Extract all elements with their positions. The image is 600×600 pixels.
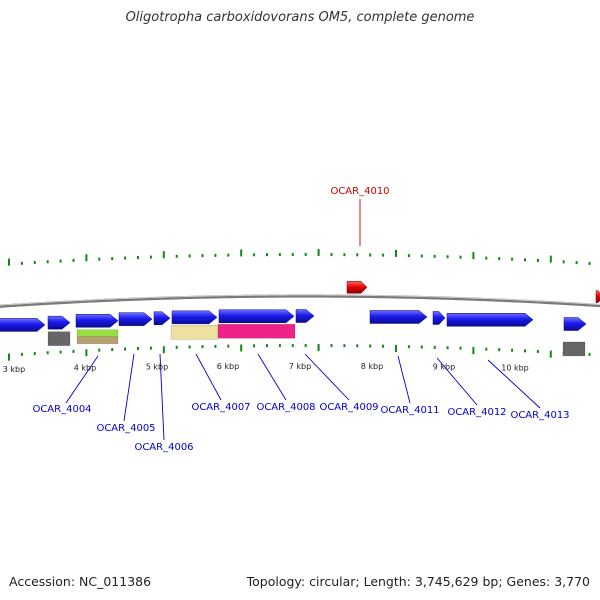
gene-label-leader bbox=[397, 355, 411, 404]
gene-label-leader bbox=[257, 353, 287, 401]
scale-label: 5 kbp bbox=[146, 363, 168, 372]
gene-arrow[interactable] bbox=[75, 314, 119, 328]
gene-label[interactable]: OCAR_4009 bbox=[319, 402, 378, 413]
scale-ticks-top bbox=[8, 249, 591, 266]
feature-block[interactable] bbox=[562, 341, 586, 357]
gene-arrow[interactable] bbox=[0, 318, 46, 332]
gene-label-leader bbox=[159, 353, 165, 441]
backbone-line bbox=[0, 294, 600, 308]
gene-arrow[interactable] bbox=[118, 312, 153, 326]
scale-label: 6 kbp bbox=[217, 362, 239, 371]
gene-arrow-reverse[interactable] bbox=[346, 281, 368, 294]
scale-label: 3 kbp bbox=[3, 365, 25, 374]
scale-labels: 3 kbp 4 kbp 5 kbp 6 kbp 7 kbp 8 kbp 9 kbp 10 kb… bbox=[3, 362, 529, 374]
feature-block[interactable] bbox=[76, 336, 119, 344]
scale-label: 7 kbp bbox=[289, 362, 311, 371]
gene-arrow[interactable] bbox=[47, 315, 71, 330]
feature-block[interactable] bbox=[47, 331, 71, 346]
genome-summary-text: Topology: circular; Length: 3,745,629 bp… bbox=[246, 574, 590, 589]
feature-track[interactable] bbox=[47, 324, 586, 357]
gene-track[interactable] bbox=[0, 281, 600, 332]
feature-block[interactable] bbox=[170, 325, 219, 340]
gene-label[interactable]: OCAR_4010 bbox=[330, 186, 389, 197]
scale-ticks-bottom bbox=[8, 344, 591, 361]
genome-title: Oligotropha carboxidovorans OM5, complet… bbox=[125, 10, 475, 25]
gene-arrow[interactable] bbox=[218, 309, 295, 324]
gene-label-leader bbox=[436, 357, 478, 406]
genome-backbone bbox=[0, 294, 600, 308]
gene-label[interactable]: OCAR_4013 bbox=[510, 410, 569, 421]
gene-label[interactable]: OCAR_4004 bbox=[32, 404, 91, 415]
gene-label-leader bbox=[304, 353, 350, 401]
gene-arrow[interactable] bbox=[153, 311, 171, 325]
gene-label[interactable]: OCAR_4012 bbox=[447, 407, 506, 418]
gene-label[interactable]: OCAR_4008 bbox=[256, 402, 315, 413]
scale-label: 8 kbp bbox=[361, 362, 383, 371]
gene-labels[interactable]: OCAR_4004 OCAR_4005 OCAR_4006 OCAR_4007 OCAR… bbox=[32, 186, 569, 453]
gene-arrow[interactable] bbox=[295, 309, 315, 323]
gene-arrow[interactable] bbox=[446, 313, 534, 327]
gene-label[interactable]: OCAR_4006 bbox=[134, 442, 193, 453]
gene-arrow[interactable] bbox=[563, 317, 587, 331]
scale-label: 4 kbp bbox=[74, 364, 96, 373]
accession-text: Accession: NC_011386 bbox=[9, 574, 152, 589]
scale-label: 9 kbp bbox=[433, 363, 455, 372]
gene-arrow[interactable] bbox=[171, 310, 218, 325]
gene-label[interactable]: OCAR_4005 bbox=[96, 423, 155, 434]
gene-label-leader bbox=[123, 353, 135, 422]
gene-arrow[interactable] bbox=[432, 311, 446, 325]
gene-label[interactable]: OCAR_4011 bbox=[380, 405, 439, 416]
scale-label: 10 kbp bbox=[501, 363, 529, 372]
gene-label-leader bbox=[195, 353, 222, 401]
gene-label-leader bbox=[65, 355, 99, 404]
gene-label-leader bbox=[487, 359, 541, 409]
feature-block[interactable] bbox=[76, 329, 119, 337]
gene-arrow-reverse[interactable] bbox=[595, 290, 600, 303]
gene-arrow[interactable] bbox=[369, 310, 428, 324]
backbone-highlight bbox=[0, 294, 600, 306]
feature-block[interactable] bbox=[217, 324, 296, 339]
gene-label[interactable]: OCAR_4007 bbox=[191, 402, 250, 413]
